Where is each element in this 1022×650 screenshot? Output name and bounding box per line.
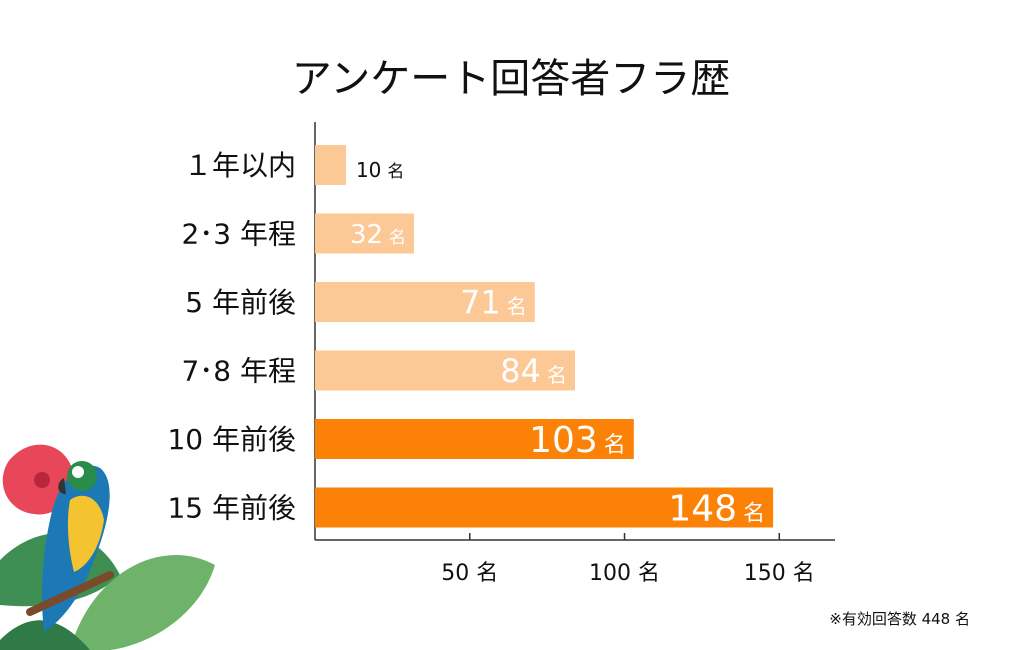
data-label: 10 名 [356, 158, 404, 182]
parrot-beak-shape [58, 478, 66, 494]
chart-title: アンケート回答者フラ歴 [292, 56, 730, 102]
leaf-shape [0, 620, 90, 650]
x-tick-label: 150 名 [744, 561, 815, 586]
category-label: 15 年前後 [167, 492, 296, 525]
data-label: 103 名 [529, 420, 626, 461]
branch-shape [26, 571, 114, 616]
bar [315, 419, 634, 459]
parrot-chest-shape [67, 495, 104, 572]
category-label: １年以内 [184, 149, 296, 182]
monstera-leaf-shape [70, 554, 215, 650]
category-label: 5 年前後 [185, 286, 296, 319]
bar [315, 213, 415, 254]
data-label: 32 名 [350, 220, 406, 250]
bar [315, 350, 575, 391]
footnote: ※有効回答数 448 名 [829, 610, 970, 628]
parrot-illustration [0, 444, 215, 650]
x-tick-label: 100 名 [589, 561, 660, 586]
parrot-face-shape [72, 466, 84, 478]
bar [315, 487, 774, 528]
category-label: 7･8 年程 [181, 355, 296, 388]
plot-area: 50 名 100 名 150 名 １年以内 10 名 2･3 年程 32 名 5 年前後 71 名 7･… [167, 122, 835, 586]
data-label: 148 名 [668, 488, 765, 529]
bar [315, 145, 346, 185]
hibiscus-center-shape [34, 472, 50, 488]
category-label: 2･3 年程 [181, 218, 296, 251]
data-label: 71 名 [460, 284, 527, 322]
category-label: 10 年前後 [167, 423, 296, 456]
bar [315, 282, 535, 322]
x-tick-label: 50 名 [441, 561, 498, 586]
data-label: 84 名 [500, 352, 567, 390]
